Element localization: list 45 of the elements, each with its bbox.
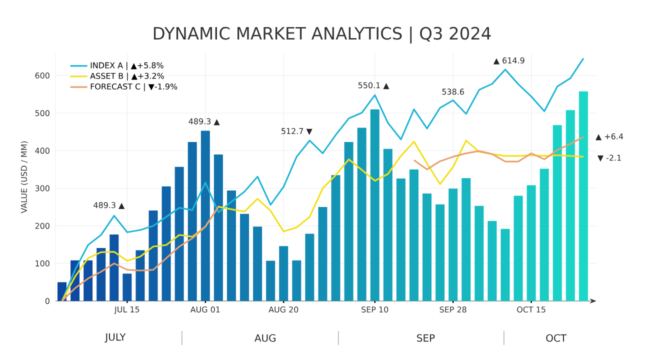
bar <box>214 154 223 301</box>
bar <box>370 109 380 301</box>
bar <box>84 260 93 301</box>
bar <box>253 226 262 301</box>
bar <box>566 110 575 301</box>
bar <box>422 194 432 301</box>
bar <box>162 186 171 301</box>
bar <box>279 246 288 301</box>
text: SEP <box>417 334 435 342</box>
bar <box>488 220 497 301</box>
bar <box>540 168 549 301</box>
bar <box>148 210 158 301</box>
bar <box>436 204 445 301</box>
bar <box>305 234 314 301</box>
bar <box>266 260 276 301</box>
bar <box>174 166 184 301</box>
text: OCT <box>546 334 567 342</box>
bar <box>357 128 366 301</box>
bar <box>188 142 197 301</box>
bar <box>383 148 392 301</box>
bar <box>331 175 340 301</box>
text: JULY <box>104 333 126 343</box>
bar <box>552 125 562 301</box>
bar <box>110 234 119 301</box>
bar <box>514 196 523 301</box>
line-series <box>61 57 584 302</box>
bar <box>474 206 484 301</box>
bar <box>318 207 328 301</box>
bar <box>122 274 132 301</box>
bar <box>136 250 145 301</box>
text: AUG <box>254 334 276 342</box>
bar <box>344 142 354 301</box>
bar <box>578 91 588 301</box>
bar <box>396 178 406 301</box>
bar <box>526 185 536 301</box>
chart-title: DYNAMIC MARKET ANALYTICS | Q3 2024 <box>154 26 491 44</box>
bar <box>240 214 250 301</box>
bar <box>462 178 471 301</box>
bar <box>409 169 418 301</box>
bar <box>292 260 302 301</box>
bar <box>500 228 510 301</box>
bar <box>200 130 210 301</box>
bar <box>226 190 236 301</box>
bar <box>96 248 106 301</box>
bar <box>448 188 458 301</box>
